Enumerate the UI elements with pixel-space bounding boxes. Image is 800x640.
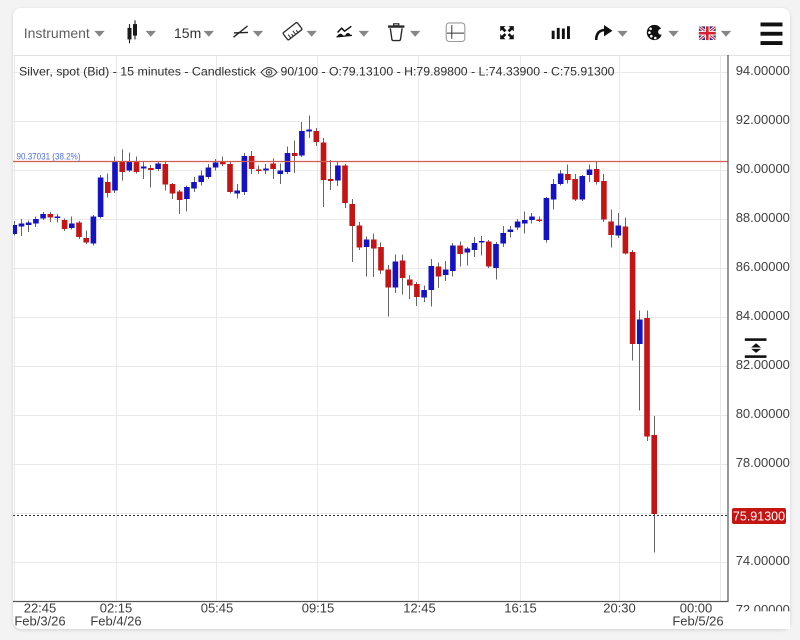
- svg-text:Feb/3/26: Feb/3/26: [14, 614, 65, 629]
- svg-text:Silver, spot (Bid) - 15 minute: Silver, spot (Bid) - 15 minutes - Candle…: [19, 65, 257, 79]
- svg-text:82.00000: 82.00000: [736, 357, 790, 372]
- svg-text:90.37031 (38.2%): 90.37031 (38.2%): [17, 151, 81, 162]
- svg-text:88.00000: 88.00000: [736, 210, 790, 225]
- svg-text:94.00000: 94.00000: [736, 63, 790, 78]
- svg-text:90.00000: 90.00000: [736, 161, 790, 176]
- svg-text:09:15: 09:15: [302, 601, 335, 616]
- svg-text:15m: 15m: [174, 25, 201, 41]
- svg-text:74.00000: 74.00000: [736, 553, 790, 568]
- svg-text:Feb/4/26: Feb/4/26: [90, 614, 141, 629]
- svg-text:Instrument: Instrument: [24, 25, 90, 41]
- svg-text:78.00000: 78.00000: [736, 455, 790, 470]
- svg-text:16:15: 16:15: [504, 601, 537, 616]
- svg-text:86.00000: 86.00000: [736, 259, 790, 274]
- svg-text:22:45: 22:45: [24, 601, 57, 616]
- svg-text:84.00000: 84.00000: [736, 308, 790, 323]
- svg-text:05:45: 05:45: [201, 601, 234, 616]
- svg-text:90/100 - O:79.13100 - H:79.898: 90/100 - O:79.13100 - H:79.89800 - L:74.…: [281, 65, 615, 79]
- svg-text:20:30: 20:30: [603, 601, 636, 616]
- svg-text:00:00: 00:00: [680, 601, 713, 616]
- svg-text:75.91300: 75.91300: [733, 510, 785, 524]
- svg-text:02:15: 02:15: [100, 601, 133, 616]
- svg-text:80.00000: 80.00000: [736, 406, 790, 421]
- svg-text:Feb/5/26: Feb/5/26: [672, 614, 723, 629]
- svg-text:92.00000: 92.00000: [736, 112, 790, 127]
- svg-text:12:45: 12:45: [403, 601, 436, 616]
